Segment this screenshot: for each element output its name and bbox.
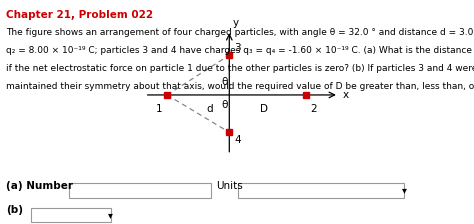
Text: θ: θ bbox=[221, 100, 228, 110]
Text: The figure shows an arrangement of four charged particles, with angle θ = 32.0 °: The figure shows an arrangement of four … bbox=[6, 28, 474, 37]
Text: if the net electrostatic force on particle 1 due to the other particles is zero?: if the net electrostatic force on partic… bbox=[6, 64, 474, 73]
Text: D: D bbox=[260, 104, 268, 114]
Text: d: d bbox=[206, 104, 213, 114]
Text: ▾: ▾ bbox=[402, 185, 407, 196]
Text: θ: θ bbox=[221, 77, 228, 87]
Text: (a) Number: (a) Number bbox=[6, 181, 73, 191]
Text: 3: 3 bbox=[234, 43, 241, 53]
Text: q₂ = 8.00 × 10⁻¹⁹ C; particles 3 and 4 have charges q₃ = q₄ = -1.60 × 10⁻¹⁹ C. (: q₂ = 8.00 × 10⁻¹⁹ C; particles 3 and 4 h… bbox=[6, 46, 474, 55]
FancyBboxPatch shape bbox=[238, 183, 404, 198]
Text: x: x bbox=[343, 90, 349, 100]
Text: Units: Units bbox=[216, 181, 242, 191]
FancyBboxPatch shape bbox=[31, 208, 111, 222]
Text: ▾: ▾ bbox=[108, 210, 113, 220]
FancyBboxPatch shape bbox=[69, 183, 211, 198]
Text: maintained their symmetry about that axis, would the required value of D be grea: maintained their symmetry about that axi… bbox=[6, 82, 474, 91]
Text: 1: 1 bbox=[155, 104, 162, 114]
Text: 2: 2 bbox=[310, 104, 317, 114]
Text: Chapter 21, Problem 022: Chapter 21, Problem 022 bbox=[6, 10, 153, 20]
Text: 4: 4 bbox=[234, 135, 241, 145]
Text: y: y bbox=[232, 18, 238, 28]
Text: (b): (b) bbox=[6, 205, 23, 215]
